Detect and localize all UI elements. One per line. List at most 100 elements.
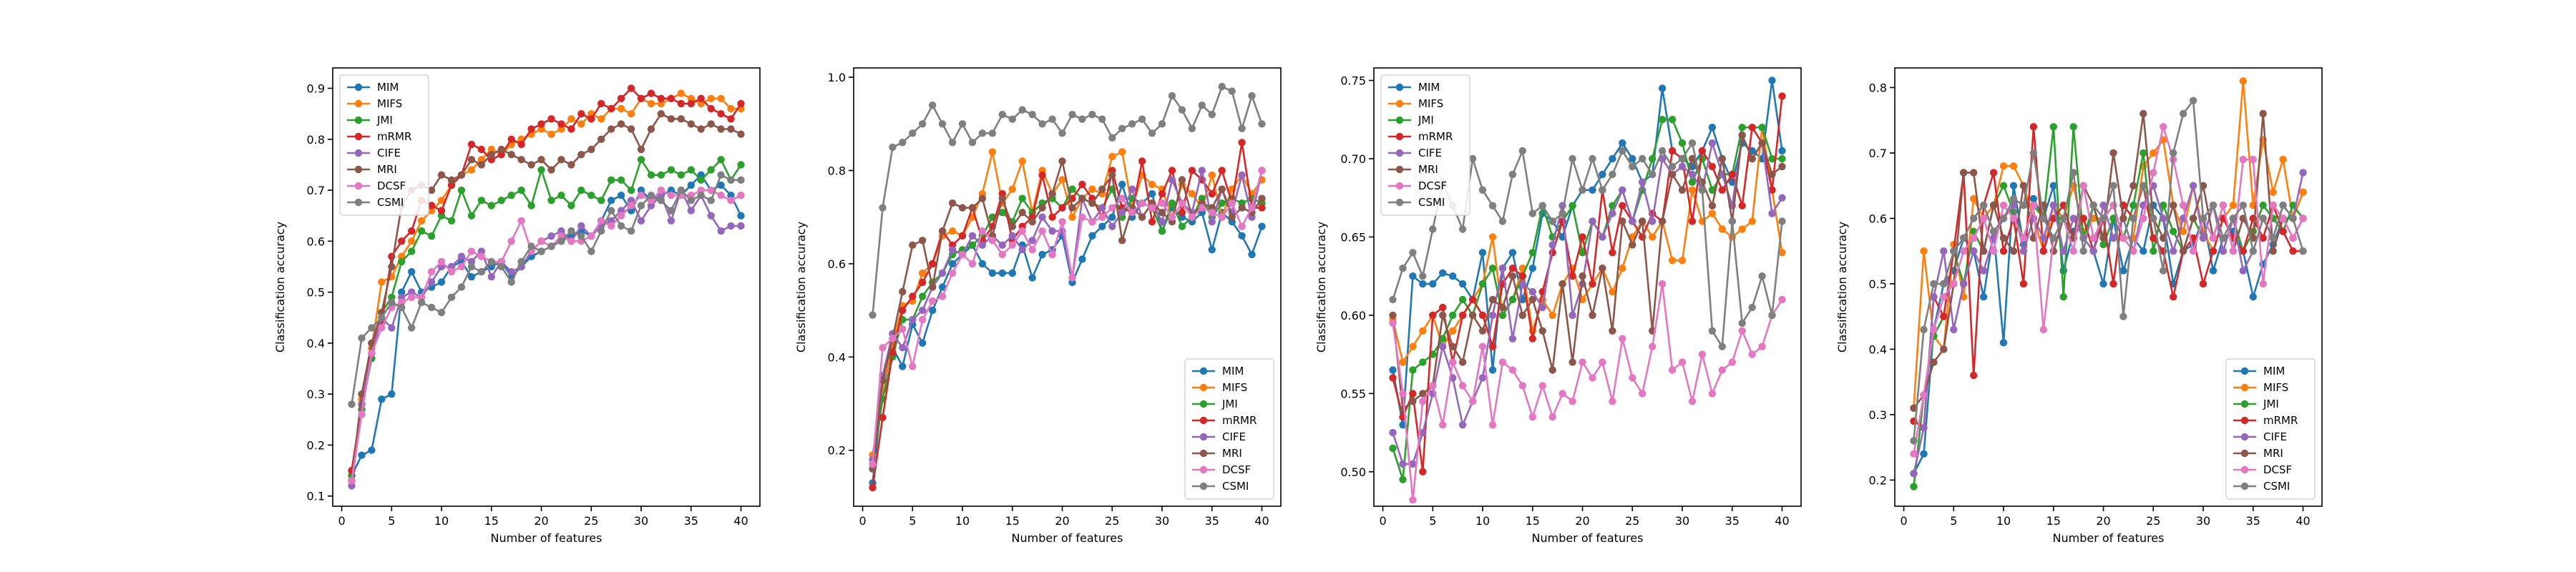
data-point xyxy=(637,145,645,154)
data-point xyxy=(1419,428,1427,437)
y-axis-label: Classification accuracy xyxy=(794,222,808,352)
data-point xyxy=(919,120,927,128)
legend-entry: MIM xyxy=(1388,81,1440,94)
data-point xyxy=(687,120,695,128)
data-point xyxy=(1940,312,1948,320)
data-point xyxy=(398,303,406,312)
data-point xyxy=(1108,171,1116,179)
data-point xyxy=(1778,194,1786,202)
legend-marker xyxy=(1199,482,1208,490)
data-point xyxy=(1488,342,1497,350)
data-point xyxy=(637,192,645,199)
data-point xyxy=(2299,247,2307,255)
data-point xyxy=(1668,257,1677,265)
data-point xyxy=(1419,272,1427,280)
data-point xyxy=(2019,280,2028,288)
data-point xyxy=(1048,213,1056,221)
data-point xyxy=(408,247,416,255)
data-point xyxy=(1688,139,1697,147)
data-point xyxy=(2170,227,2177,235)
data-point xyxy=(929,260,937,268)
data-point xyxy=(1409,496,1417,504)
data-point xyxy=(697,94,705,102)
data-point xyxy=(1258,204,1266,212)
data-point xyxy=(2129,182,2137,189)
data-point xyxy=(1639,154,1646,163)
legend-marker xyxy=(354,99,363,108)
data-point xyxy=(2079,182,2087,189)
data-point xyxy=(1178,209,1186,217)
data-point xyxy=(1238,139,1246,147)
legend-entry: CIFE xyxy=(2233,430,2287,443)
series-DCSF xyxy=(1910,123,2307,458)
data-point xyxy=(1688,186,1697,194)
data-point xyxy=(1778,249,1786,257)
data-point xyxy=(457,262,466,271)
data-point xyxy=(1508,249,1517,257)
data-point xyxy=(1478,249,1487,257)
chart-4: 0 5 10 15 20 25 30 35 40 0.2 0.3 0.4 0.5 0.6 0.7 0.8 Num… xyxy=(1835,67,2323,545)
data-point xyxy=(1478,342,1487,350)
data-point xyxy=(517,140,525,149)
legend-entry: CSMI xyxy=(347,196,404,209)
data-point xyxy=(1589,374,1596,382)
data-point xyxy=(1708,186,1717,194)
data-point xyxy=(2259,214,2267,222)
data-point xyxy=(1579,233,1586,241)
data-point xyxy=(537,247,545,255)
data-point xyxy=(929,102,937,109)
data-point xyxy=(1098,222,1106,230)
data-point xyxy=(1629,154,1636,163)
data-point xyxy=(909,129,917,137)
data-point xyxy=(1188,167,1196,174)
data-point xyxy=(477,145,485,154)
legend-label: DCSF xyxy=(1222,463,1251,476)
data-point xyxy=(1018,157,1026,165)
data-point xyxy=(998,241,1007,249)
data-point xyxy=(608,197,615,204)
data-point xyxy=(1999,247,2008,255)
data-point xyxy=(899,306,907,315)
data-point xyxy=(1168,167,1176,174)
data-point xyxy=(889,335,897,342)
data-point xyxy=(1148,189,1156,198)
data-point xyxy=(368,350,376,358)
data-point xyxy=(1419,280,1427,288)
data-point xyxy=(1458,421,1467,429)
legend-entry: mRMR xyxy=(1192,414,1257,427)
data-point xyxy=(2269,188,2277,196)
data-point xyxy=(2119,312,2127,320)
data-point xyxy=(617,212,625,220)
data-point xyxy=(978,241,987,249)
data-point xyxy=(1649,342,1657,350)
legend-entry: JMI xyxy=(2233,398,2279,410)
legend-entry: MIM xyxy=(347,81,399,94)
data-point xyxy=(727,197,735,204)
legend-entry: MIFS xyxy=(1388,97,1443,110)
series-line xyxy=(1913,126,2304,455)
data-point xyxy=(417,298,426,307)
data-point xyxy=(1058,157,1066,165)
data-point xyxy=(1758,124,1766,132)
data-point xyxy=(697,176,705,184)
data-point xyxy=(1960,234,1968,242)
legend-entry: DCSF xyxy=(1192,463,1251,476)
y-tick-label: 0.3 xyxy=(1869,408,1887,422)
data-point xyxy=(1748,303,1756,312)
data-point xyxy=(1068,111,1076,119)
data-point xyxy=(1409,460,1417,468)
data-point xyxy=(1118,237,1126,245)
data-point xyxy=(1429,280,1437,288)
data-point xyxy=(919,269,927,277)
data-point xyxy=(2229,214,2238,222)
legend-marker xyxy=(2240,383,2249,392)
data-point xyxy=(2219,201,2228,209)
y-tick-label: 1.0 xyxy=(828,71,846,84)
plot-area xyxy=(1389,77,1786,504)
series-line xyxy=(1392,134,1783,465)
data-point xyxy=(1168,213,1176,221)
data-point xyxy=(1768,311,1776,320)
data-point xyxy=(2199,214,2207,222)
y-tick-label: 0.75 xyxy=(1340,74,1366,88)
data-point xyxy=(1258,167,1266,174)
